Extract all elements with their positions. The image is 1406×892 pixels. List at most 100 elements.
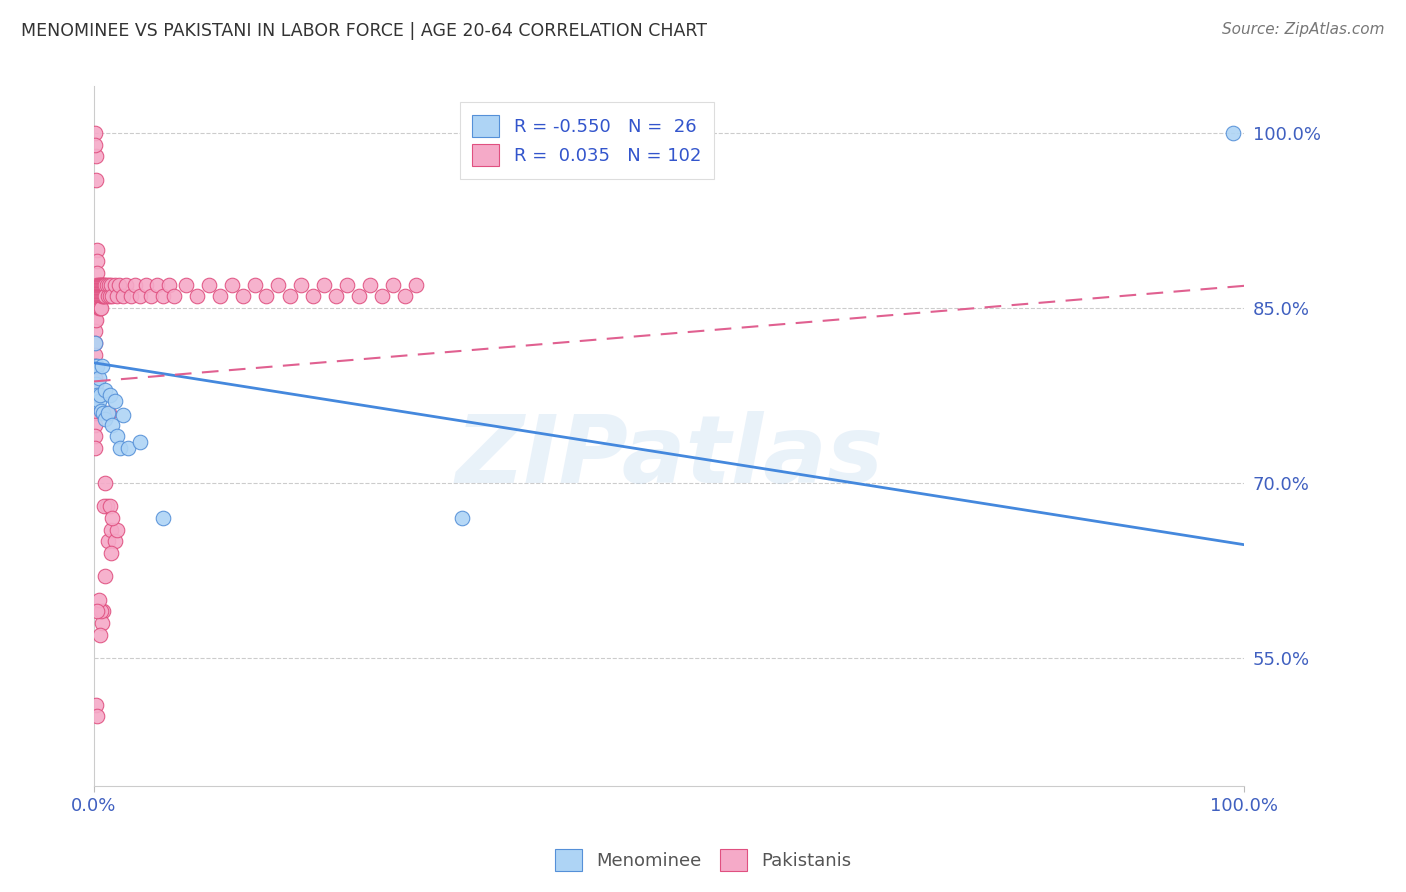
Point: [84, 429, 107, 443]
Point: [84, 324, 107, 338]
Point: [256, 289, 278, 303]
Point: [325, 289, 347, 303]
Point: [141, 289, 163, 303]
Point: [90, 277, 112, 292]
Point: [98, 289, 121, 303]
Point: [87, 394, 110, 409]
Point: [84, 301, 107, 315]
Point: [91, 289, 114, 303]
Point: [84, 335, 107, 350]
Point: [93, 289, 115, 303]
Point: [84, 698, 107, 712]
Point: [100, 546, 122, 560]
Point: [135, 277, 157, 292]
Point: [91, 615, 114, 630]
Point: [86, 266, 108, 280]
Text: Source: ZipAtlas.com: Source: ZipAtlas.com: [1222, 22, 1385, 37]
Point: [87, 289, 110, 303]
Point: [87, 592, 110, 607]
Point: [86, 709, 108, 723]
Point: [91, 359, 114, 374]
Point: [91, 289, 114, 303]
Point: [146, 277, 169, 292]
Point: [98, 388, 121, 402]
Point: [157, 277, 180, 292]
Legend: Menominee, Pakistanis: Menominee, Pakistanis: [547, 842, 859, 879]
Point: [89, 277, 111, 292]
Point: [111, 409, 134, 423]
Point: [91, 277, 114, 292]
Point: [101, 417, 124, 432]
Point: [129, 435, 152, 450]
Point: [120, 289, 142, 303]
Point: [104, 277, 127, 292]
Point: [97, 534, 120, 549]
Point: [451, 511, 474, 525]
Point: [86, 604, 108, 618]
Point: [108, 277, 131, 292]
Point: [94, 411, 117, 425]
Point: [104, 534, 127, 549]
Point: [89, 301, 111, 315]
Point: [84, 312, 107, 326]
Point: [347, 289, 370, 303]
Point: [243, 277, 266, 292]
Point: [359, 277, 381, 292]
Point: [267, 277, 290, 292]
Point: [90, 289, 112, 303]
Point: [96, 500, 118, 514]
Point: [84, 289, 107, 303]
Point: [232, 289, 254, 303]
Text: MENOMINEE VS PAKISTANI IN LABOR FORCE | AGE 20-64 CORRELATION CHART: MENOMINEE VS PAKISTANI IN LABOR FORCE | …: [21, 22, 707, 40]
Point: [278, 289, 301, 303]
Point: [84, 406, 107, 420]
Point: [91, 604, 114, 618]
Point: [129, 289, 152, 303]
Point: [405, 277, 427, 292]
Point: [370, 289, 392, 303]
Point: [152, 511, 174, 525]
Point: [1222, 126, 1244, 140]
Point: [186, 289, 208, 303]
Point: [152, 289, 174, 303]
Point: [382, 277, 405, 292]
Point: [89, 627, 111, 641]
Point: [91, 406, 114, 420]
Point: [90, 604, 112, 618]
Point: [97, 406, 120, 420]
Point: [89, 388, 111, 402]
Point: [117, 441, 139, 455]
Point: [86, 243, 108, 257]
Point: [84, 312, 107, 326]
Point: [312, 277, 335, 292]
Point: [86, 277, 108, 292]
Point: [84, 394, 107, 409]
Point: [86, 388, 108, 402]
Point: [94, 277, 117, 292]
Point: [84, 441, 107, 455]
Point: [87, 371, 110, 385]
Point: [90, 403, 112, 417]
Point: [97, 277, 120, 292]
Point: [84, 417, 107, 432]
Point: [105, 523, 128, 537]
Text: ZIPatlas: ZIPatlas: [456, 411, 883, 503]
Point: [84, 172, 107, 186]
Point: [105, 289, 128, 303]
Point: [221, 277, 243, 292]
Point: [97, 289, 120, 303]
Point: [90, 301, 112, 315]
Point: [94, 289, 117, 303]
Legend: R = -0.550   N =  26, R =  0.035   N = 102: R = -0.550 N = 26, R = 0.035 N = 102: [460, 103, 714, 179]
Point: [100, 523, 122, 537]
Point: [94, 383, 117, 397]
Point: [89, 289, 111, 303]
Point: [91, 277, 114, 292]
Point: [84, 335, 107, 350]
Point: [98, 500, 121, 514]
Point: [209, 289, 232, 303]
Point: [84, 376, 107, 391]
Point: [84, 149, 107, 163]
Point: [93, 277, 115, 292]
Point: [94, 475, 117, 490]
